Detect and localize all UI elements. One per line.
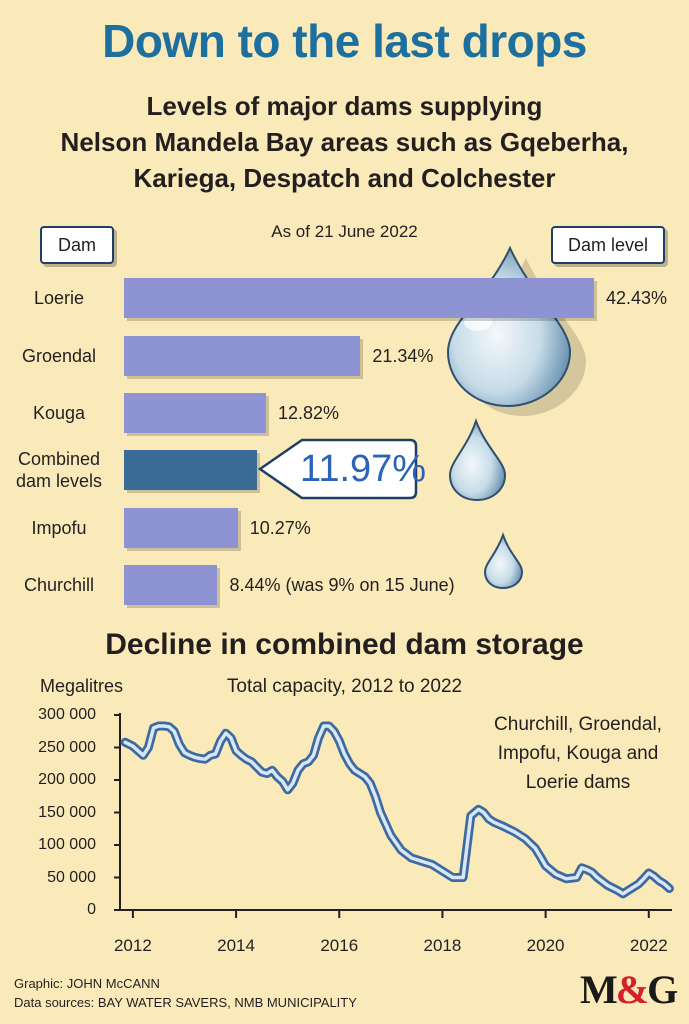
dams-annotation: Churchill, Groendal, Impofu, Kouga and L… <box>494 714 662 793</box>
x-tick-label: 2018 <box>423 936 462 955</box>
bar-value-label: 10.27% <box>249 518 311 538</box>
bar-value-label: 12.82% <box>278 403 340 423</box>
combined-level-callout <box>258 438 418 500</box>
bar-groendal <box>124 336 361 376</box>
line-chart-title: Decline in combined dam storage <box>105 628 584 661</box>
bar-label: Combined dam levels <box>15 449 103 491</box>
mg-logo: M&G <box>580 967 678 1012</box>
bar-loerie <box>124 278 594 318</box>
line-chart-subtitle: Total capacity, 2012 to 2022 <box>226 676 463 697</box>
graphic-credit: Graphic: JOHN McCANN <box>14 976 160 991</box>
bar-label: Groendal <box>21 346 97 366</box>
as-of-date: As of 21 June 2022 <box>271 222 418 241</box>
y-tick-label: 150 000 <box>38 803 96 821</box>
bar-label: Churchill <box>23 575 95 595</box>
bar-impofu <box>124 508 238 548</box>
bar-value-label: 8.44% (was 9% on 15 June) <box>229 575 455 595</box>
y-tick-label: 300 000 <box>38 706 96 723</box>
x-tick-label: 2014 <box>217 936 255 955</box>
combined-level-value: 11.97% <box>300 448 427 490</box>
bar-value-label: 42.43% <box>606 288 668 308</box>
x-tick-label: 2016 <box>320 936 359 955</box>
bar-combined <box>124 450 257 490</box>
chart-title: Down to the last drops <box>102 15 587 67</box>
y-tick-label: 50 000 <box>47 868 96 886</box>
x-tick-label: 2022 <box>629 936 668 955</box>
y-tick-label: 0 <box>87 901 96 918</box>
y-tick-label: 100 000 <box>38 836 96 853</box>
bar-kouga <box>124 393 266 433</box>
y-axis-label: Megalitres <box>40 676 124 696</box>
bar-label: Loerie <box>33 288 85 308</box>
bar-churchill <box>124 565 218 605</box>
x-tick-label: 2012 <box>113 936 152 955</box>
bar-value-label: 21.34% <box>372 346 434 366</box>
bar-label: Kouga <box>32 403 86 423</box>
series-line-inner <box>123 724 672 896</box>
y-tick-label: 200 000 <box>38 771 96 788</box>
chart-subtitle: Levels of major dams supplying Nelson Ma… <box>60 91 629 193</box>
data-sources: Data sources: BAY WATER SAVERS, NMB MUNI… <box>14 995 357 1010</box>
dam-column-header: Dam <box>40 226 114 264</box>
y-tick-label: 250 000 <box>38 738 96 756</box>
x-tick-label: 2020 <box>526 936 565 955</box>
bar-label: Impofu <box>31 518 87 538</box>
